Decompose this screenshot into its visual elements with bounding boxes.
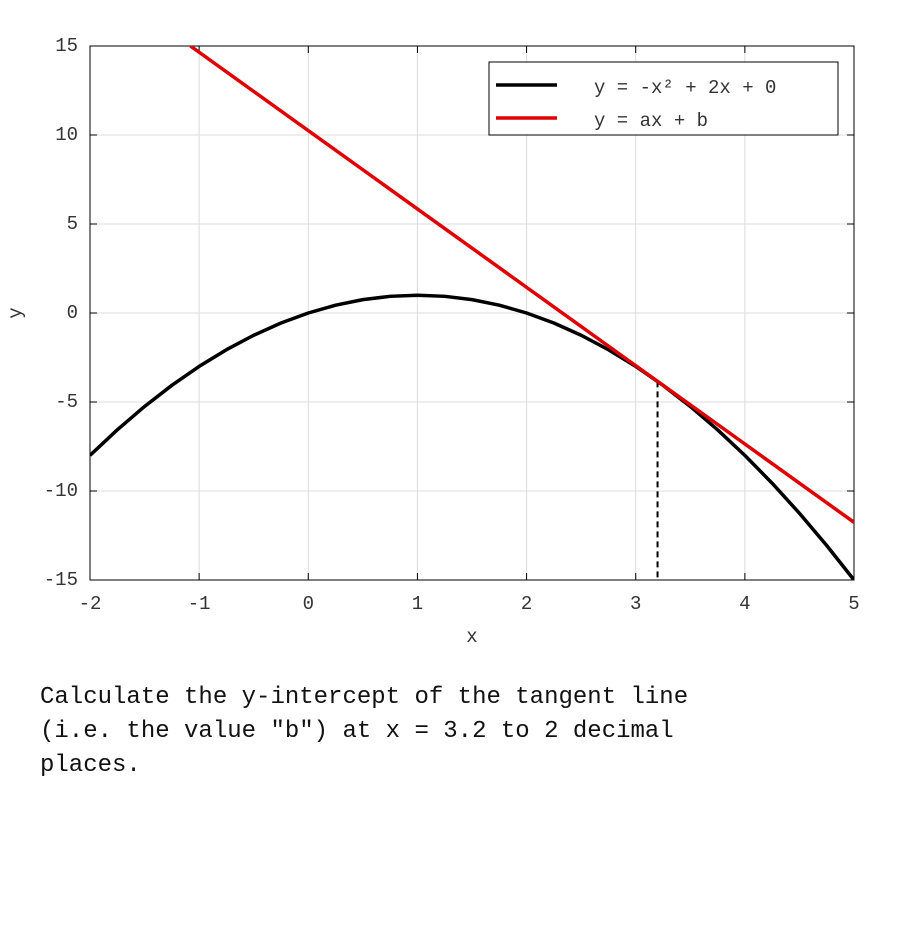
y-tick-label: 10 bbox=[55, 124, 78, 146]
plot-frame bbox=[89, 45, 855, 581]
y-axis-label: y bbox=[5, 307, 27, 318]
x-tick-label: -1 bbox=[188, 593, 211, 615]
x-axis-label: x bbox=[466, 626, 477, 648]
y-tick-label: 5 bbox=[67, 213, 78, 235]
x-tick-label: 4 bbox=[739, 593, 750, 615]
y-tick-label: -15 bbox=[44, 569, 78, 591]
legend-label: y = -x² + 2x + 0 bbox=[594, 77, 776, 99]
y-tick-label: 0 bbox=[67, 302, 78, 324]
x-tick-label: 5 bbox=[848, 593, 859, 615]
x-tick-label: 0 bbox=[303, 593, 314, 615]
legend-label: y = ax + b bbox=[594, 110, 708, 132]
x-tick-label: 2 bbox=[521, 593, 532, 615]
x-tick-label: 3 bbox=[630, 593, 641, 615]
question-text: Calculate the y-intercept of the tangent… bbox=[40, 684, 689, 779]
y-tick-label: -10 bbox=[44, 480, 78, 502]
x-tick-label: -2 bbox=[79, 593, 102, 615]
legend-box bbox=[488, 61, 839, 136]
series-line bbox=[90, 293, 854, 580]
series-line bbox=[189, 46, 854, 524]
y-tick-label: 15 bbox=[55, 35, 78, 57]
x-tick-label: 1 bbox=[412, 593, 423, 615]
y-tick-label: -5 bbox=[55, 391, 78, 413]
